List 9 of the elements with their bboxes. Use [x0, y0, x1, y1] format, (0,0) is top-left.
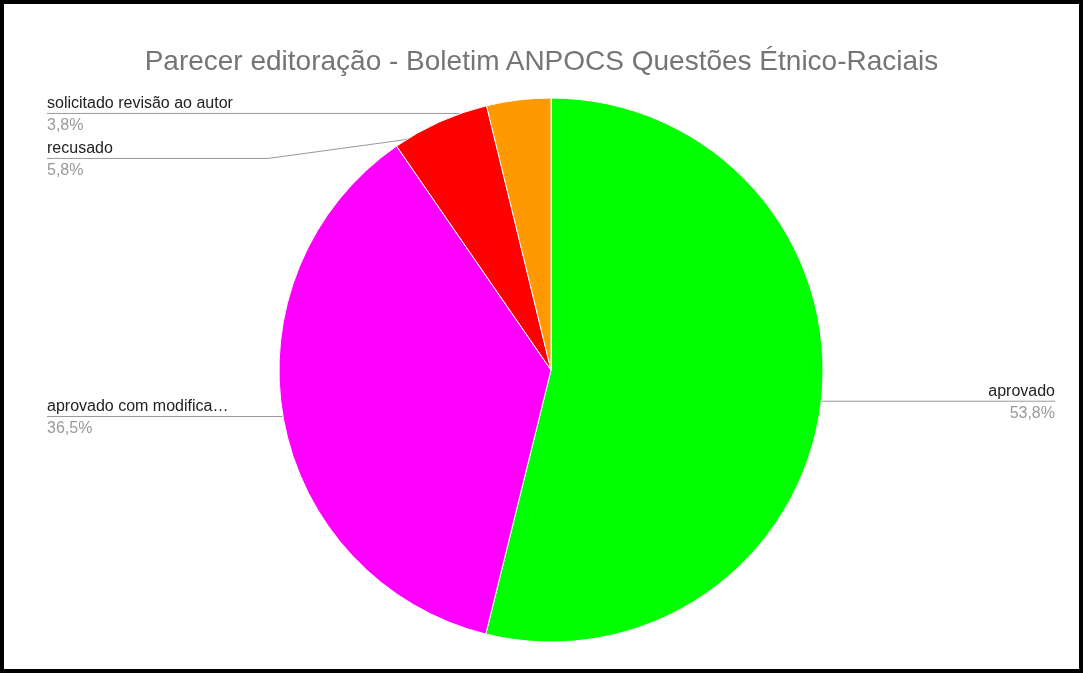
data-label: 53,8% — [1009, 404, 1055, 422]
slice-label: recusado — [47, 139, 113, 157]
slice-label: solicitado revisão ao autor — [47, 94, 234, 112]
slice-label: aprovado — [988, 382, 1056, 400]
data-label: 36,5% — [47, 419, 93, 437]
data-label: 3,8% — [47, 116, 84, 134]
slice-label: aprovado com modifica… — [47, 397, 229, 415]
data-label: 5,8% — [47, 161, 84, 179]
chart-title: Parecer editoração - Boletim ANPOCS Questões Étnico-Raciais — [144, 45, 939, 76]
